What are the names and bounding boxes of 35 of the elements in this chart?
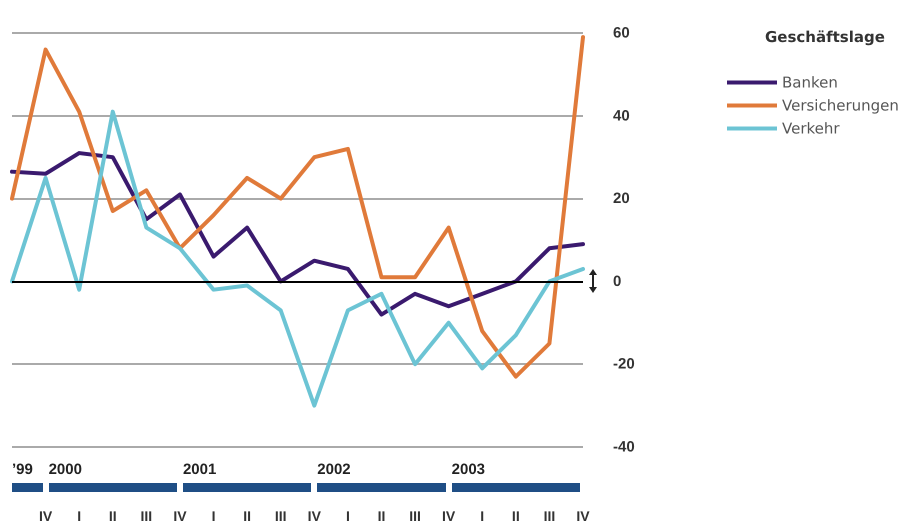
x-tick-label: I <box>480 508 484 524</box>
x-tick-label: I <box>212 508 216 524</box>
legend-label: Versicherungen <box>782 96 899 114</box>
x-tick-label: II <box>243 508 252 524</box>
text: ’99 <box>12 461 33 478</box>
y-tick-label: 40 <box>613 107 630 124</box>
legend-label: Verkehr <box>782 120 840 138</box>
y-tick-label: -20 <box>613 356 635 373</box>
legend-title: Geschäftslage <box>765 28 885 46</box>
text: 2002 <box>317 461 351 478</box>
x-tick-label: I <box>77 508 82 524</box>
x-tick-label: IV <box>576 508 590 524</box>
x-tick-label: III <box>274 508 287 524</box>
x-tick-label: IV <box>38 508 53 524</box>
text: 2000 <box>48 461 82 478</box>
x-tick-label: I <box>346 508 350 524</box>
line-series <box>10 35 585 379</box>
line-series <box>10 110 585 408</box>
x-tick-label: III <box>140 508 152 524</box>
text: 2001 <box>182 461 216 478</box>
y-tick-label: 0 <box>613 272 622 290</box>
x-tick-label: II <box>108 508 117 524</box>
x-tick-label: III <box>409 508 421 524</box>
x-tick-label: IV <box>308 508 322 524</box>
text: 2003 <box>452 461 486 478</box>
y-tick-label: -40 <box>613 438 635 456</box>
x-tick-label: II <box>378 508 386 524</box>
y-tick-label: 60 <box>613 24 630 42</box>
x-tick-label: II <box>512 508 520 524</box>
line-series <box>10 151 585 317</box>
y-tick-label: 20 <box>613 190 630 208</box>
x-tick-label: IV <box>173 508 188 524</box>
legend-label: Banken <box>782 74 838 92</box>
x-tick-label: III <box>544 508 556 524</box>
x-tick-label: IV <box>442 508 456 524</box>
